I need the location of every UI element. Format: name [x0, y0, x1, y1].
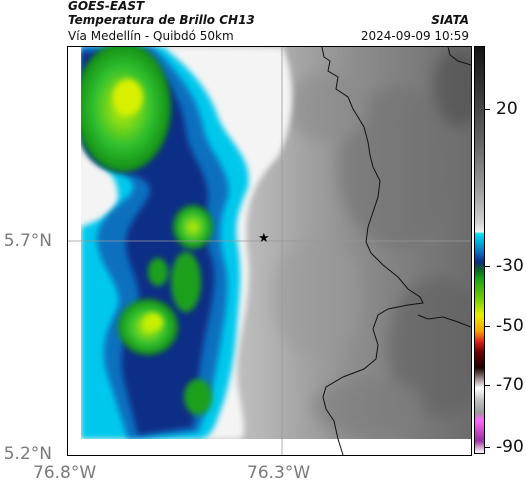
no-data-bottom: [68, 439, 471, 455]
lat-label-5-7: 5.7°N: [3, 231, 52, 251]
colorbar-label-20: 20: [496, 99, 518, 119]
brightness-temperature-map[interactable]: ★: [67, 46, 472, 456]
colorbar-tick: [485, 385, 490, 386]
colorbar-label-minus-50: -50: [496, 316, 524, 336]
product-subtitle: Temperatura de Brillo CH13: [68, 13, 255, 27]
boundary-line: [321, 47, 424, 455]
coldest-spots: [113, 79, 163, 331]
colorbar-label-minus-30: -30: [496, 256, 524, 276]
no-data-left: [68, 47, 81, 455]
colorbar-label-minus-70: -70: [496, 375, 524, 395]
boundary-line-2: [447, 47, 471, 66]
colorbar-tick: [485, 326, 490, 327]
lat-label-5-2: 5.2°N: [3, 444, 52, 464]
star-icon: ★: [258, 231, 270, 246]
boundary-line-3: [417, 314, 471, 328]
timestamp-label: 2024-09-09 10:59: [360, 29, 469, 43]
source-label: SIATA: [431, 13, 469, 27]
colorbar-tick: [485, 447, 490, 448]
colorbar: [474, 46, 485, 454]
lon-label-76-3: 76.3°W: [247, 463, 311, 483]
colorbar-tick: [485, 109, 490, 110]
grey-texture: [273, 47, 471, 437]
colorbar-label-minus-90: -90: [496, 437, 524, 457]
location-label: Vía Medellín - Quibdó 50km: [68, 29, 234, 43]
map-canvas: [68, 47, 471, 455]
colorbar-tick: [485, 266, 490, 267]
product-title: GOES-EAST: [68, 0, 145, 13]
lon-label-76-8: 76.8°W: [33, 463, 97, 483]
